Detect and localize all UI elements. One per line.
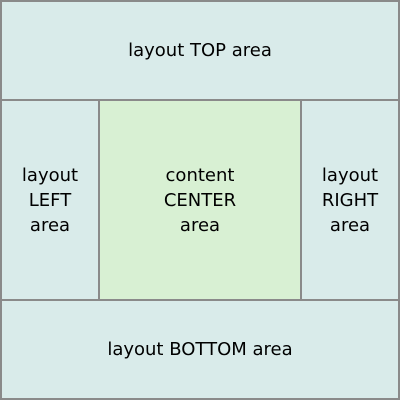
center-area: content CENTER area [98, 99, 302, 301]
top-area: layout TOP area [0, 0, 400, 101]
top-area-label: layout TOP area [128, 38, 272, 63]
right-area-line-3: area [329, 214, 371, 236]
right-area-line-2: RIGHT [321, 189, 379, 211]
center-area-line-2: CENTER [163, 189, 237, 211]
left-area-label: layout LEFT area [22, 163, 78, 238]
bottom-area: layout BOTTOM area [0, 299, 400, 400]
left-area-line-2: LEFT [28, 189, 72, 211]
top-area-text: layout TOP area [128, 40, 272, 61]
bottom-area-label: layout BOTTOM area [107, 337, 292, 362]
center-area-line-3: area [179, 214, 221, 236]
right-area-label: layout RIGHT area [322, 163, 378, 238]
right-area-line-1: layout [321, 164, 379, 186]
center-area-label: content CENTER area [164, 163, 236, 238]
right-area: layout RIGHT area [300, 99, 400, 301]
left-area-line-3: area [29, 214, 71, 236]
center-area-line-1: content [165, 164, 235, 186]
left-area-line-1: layout [21, 164, 79, 186]
left-area: layout LEFT area [0, 99, 100, 301]
bottom-area-text: layout BOTTOM area [107, 339, 293, 360]
